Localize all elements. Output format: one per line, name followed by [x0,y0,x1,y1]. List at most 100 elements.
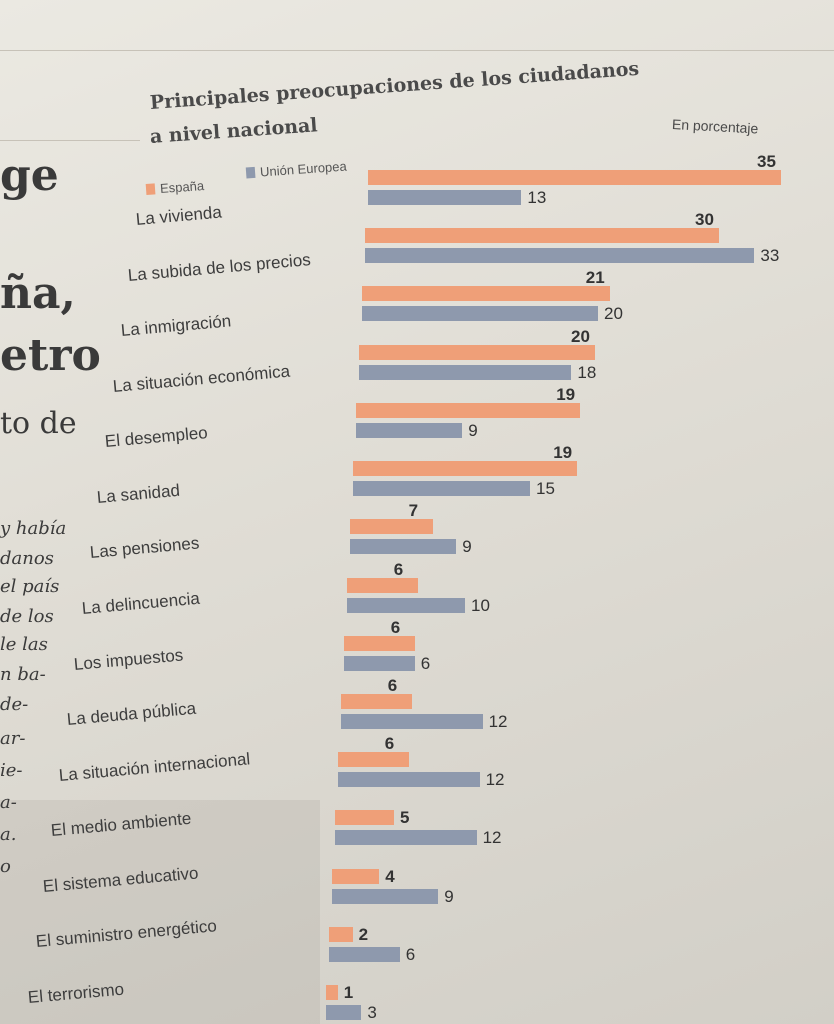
page-shadow [0,800,320,1024]
side-fragment: o [0,856,11,877]
value-label-eu: 15 [536,479,555,499]
bar-spain [335,810,394,826]
bar-spain [329,926,353,942]
side-fragment: ña, [0,268,76,319]
chart-title-line2: a nivel nacional [149,114,319,148]
side-fragment: a- [0,792,17,813]
bar-eu [347,597,465,613]
bar-spain [341,693,412,709]
bar-eu [329,946,400,962]
value-label-spain: 21 [585,268,605,288]
bar-eu [350,539,457,555]
bar-eu [365,248,755,264]
bar-eu [326,1005,362,1020]
value-label-spain: 19 [556,384,576,404]
side-fragment: el país [0,576,60,597]
category-label: El terrorismo [27,979,125,1007]
bar-eu [338,772,480,788]
category-label: La deuda pública [65,698,197,730]
bar-eu [344,655,415,671]
side-fragment: ar- [0,728,26,749]
side-fragment: etro [0,330,101,381]
legend-swatch-eu [245,166,256,179]
value-label-spain: 20 [571,326,590,346]
category-label: El suministro energético [34,916,218,952]
bar-spain [362,286,610,302]
bar-spain [350,519,433,535]
bar-spain [359,344,595,360]
value-label-spain: 6 [384,734,395,754]
category-label: Las pensiones [88,533,200,563]
side-fragment: de- [0,694,29,715]
value-label-eu: 33 [760,246,780,266]
bar-spain [356,402,581,418]
bar-spain [332,868,380,884]
value-label-eu: 9 [468,420,478,440]
value-label-eu: 18 [577,362,597,382]
bar-spain [368,170,781,185]
category-label: El sistema educativo [42,863,200,896]
legend-label-eu: Unión Europea [259,158,348,180]
value-label-spain: 6 [387,675,398,695]
value-label-spain: 5 [400,808,410,828]
bar-spain [344,635,415,651]
legend-label-spain: España [159,177,205,197]
value-label-spain: 6 [393,559,404,579]
top-rule [0,50,834,51]
value-label-spain: 6 [390,617,401,637]
value-label-eu: 13 [527,188,547,207]
value-label-spain: 19 [553,443,573,463]
value-label-eu: 12 [482,828,502,848]
side-fragment: to de [0,406,77,441]
bar-eu [335,830,477,846]
value-label-eu: 9 [462,537,472,557]
value-label-eu: 3 [367,1003,377,1022]
bar-spain [365,228,719,244]
value-label-spain: 35 [757,152,776,171]
value-label-spain: 4 [385,866,395,886]
bar-spain [338,752,409,768]
value-label-eu: 12 [488,711,508,731]
chart-title-line1: Principales preocupaciones de los ciudad… [149,57,640,114]
category-label: La inmigración [119,311,232,341]
value-label-eu: 10 [471,595,490,615]
category-label: La delincuencia [81,588,201,618]
bar-spain [347,577,418,593]
category-label: El desempleo [104,423,209,452]
bar-eu [356,422,463,438]
legend-eu: Unión Europea [245,158,348,181]
value-label-spain: 2 [358,924,369,944]
bar-eu [359,364,572,380]
bar-eu [353,481,530,497]
value-label-spain: 7 [408,501,419,521]
value-label-eu: 9 [444,886,454,906]
side-fragment: y había [0,518,67,539]
side-fragment: a. [0,824,17,845]
bar-eu [341,713,483,729]
category-label: La subida de los precios [127,249,312,285]
legend-swatch-spain [145,183,156,196]
bar-eu [368,190,522,205]
value-label-eu: 6 [405,944,416,964]
side-fragment: ge [0,150,59,201]
unit-label: En porcentaje [671,116,759,137]
category-label: La situación económica [111,361,291,396]
category-label: La situación internacional [57,749,251,785]
value-label-eu: 20 [604,304,623,324]
bar-spain [326,985,338,1000]
side-fragment: le las [0,634,48,655]
side-fragment: de los [0,606,54,627]
side-fragment: n ba- [0,664,46,685]
value-label-eu: 12 [485,770,505,790]
bar-spain [353,461,578,477]
bar-eu [332,888,439,904]
side-rule [0,140,140,141]
legend-spain: España [145,177,205,197]
side-fragment: danos [0,548,54,569]
category-label: La sanidad [96,480,182,507]
category-label: Los impuestos [73,645,185,674]
value-label-spain: 30 [695,210,714,230]
value-label-spain: 1 [343,983,354,1002]
category-label: El medio ambiente [50,809,193,841]
